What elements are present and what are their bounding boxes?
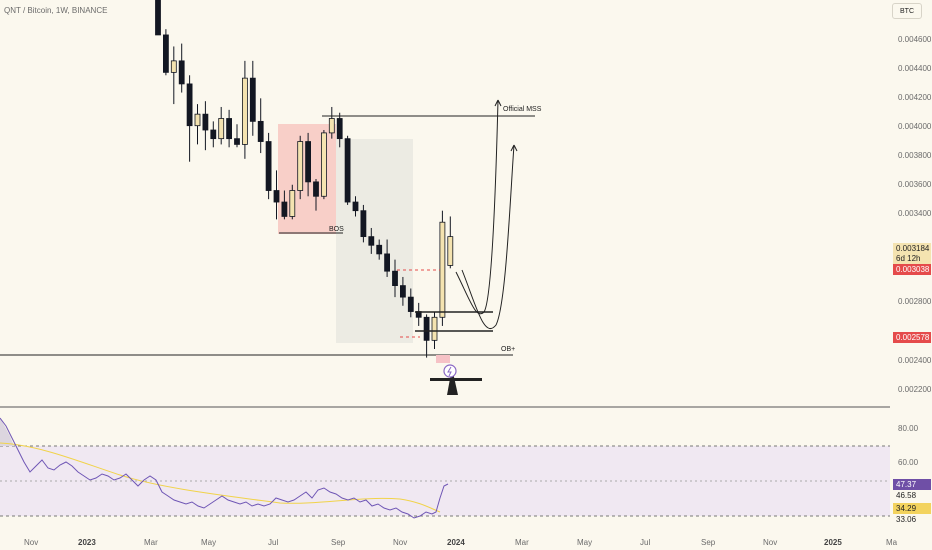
candle-bear (344, 138, 351, 203)
time-label: Mar (515, 538, 529, 547)
rsi-ma-line (0, 442, 441, 513)
time-label: Sep (701, 538, 716, 547)
rsi-tick-60: 60.00 (898, 458, 919, 467)
price-tick: 0.004400 (898, 64, 932, 73)
time-label: May (201, 538, 216, 547)
price-tick: 0.003800 (898, 151, 932, 160)
time-label: May (577, 538, 592, 547)
event-marker-base (430, 378, 482, 381)
candle-bear (407, 296, 414, 312)
candle-bear (360, 210, 367, 238)
rsi-tick-80: 80.00 (898, 424, 919, 433)
candle-bear (265, 141, 272, 191)
bos-label: BOS (329, 226, 344, 233)
time-label: Jul (640, 538, 650, 547)
price-tick: 0.004000 (898, 122, 932, 131)
time-label: 2024 (447, 538, 465, 547)
rsi-fourth-value: 33.06 (896, 515, 917, 524)
candle-bull (320, 132, 327, 197)
candle-bear (178, 60, 185, 85)
projection-curve-2 (461, 144, 515, 329)
candle-bull (170, 60, 177, 73)
rsi-line (0, 417, 449, 519)
time-label: Nov (393, 538, 407, 547)
lightning-glyph (447, 366, 452, 377)
time-label: 2023 (78, 538, 96, 547)
price-tick: 0.002200 (898, 385, 932, 394)
candle-bull (439, 221, 446, 318)
time-label: Nov (24, 538, 38, 547)
currency-button[interactable]: BTC (892, 3, 922, 19)
price-tick: 0.002400 (898, 356, 932, 365)
candle-bull (218, 118, 225, 140)
countdown-tag: 6d 12h (893, 253, 931, 264)
candle-bull (447, 236, 454, 266)
time-label: Jul (268, 538, 278, 547)
mss-label: Official MSS (503, 106, 542, 113)
lightning-icon[interactable] (443, 364, 457, 378)
candle-bull (297, 141, 304, 191)
candle-bear (392, 270, 398, 286)
current-price-tag: 0.003184 (893, 243, 931, 254)
candle-bear (202, 113, 209, 131)
candle-bear (257, 120, 264, 142)
price-tick: 0.003400 (898, 209, 932, 218)
candle-bear (249, 77, 256, 122)
rsi-value-tag: 47.37 (893, 479, 931, 490)
candle-bear (336, 118, 343, 140)
candle-bear (313, 181, 319, 197)
candle-bull (241, 77, 248, 145)
candle-bear (368, 236, 375, 246)
candle-bear (384, 253, 391, 272)
rsi-fill-left (0, 418, 14, 446)
price-tick: 0.004600 (898, 35, 932, 44)
time-label: 2025 (824, 538, 842, 547)
candle-bull (194, 113, 201, 127)
candle-bear (352, 201, 359, 212)
candle-bear (162, 34, 169, 73)
symbol-header: QNT / Bitcoin, 1W, BINANCE (4, 6, 108, 15)
arrow-head-1 (494, 99, 502, 107)
rsi-ma-tag: 34.29 (893, 503, 931, 514)
candle-bear (376, 244, 383, 255)
ob-level-tag: 0.002578 (893, 332, 931, 343)
candle-bear (186, 83, 193, 127)
price-axis: 0.004600 0.004400 0.004200 0.004000 0.00… (898, 35, 932, 394)
candle-bull (289, 190, 296, 217)
time-label: Mar (144, 538, 158, 547)
candle-bear (226, 118, 233, 140)
candle-bear (273, 190, 280, 203)
ob-label: OB+ (501, 346, 515, 353)
arrow-head-2 (510, 144, 518, 152)
price-tick: 0.003600 (898, 180, 932, 189)
candle-bear (305, 141, 312, 183)
time-axis: Nov 2023 Mar May Jul Sep Nov 2024 Mar Ma… (24, 538, 898, 547)
candle-bear (399, 285, 406, 298)
candle-bear (423, 316, 430, 341)
rsi-secondary-value: 46.58 (896, 491, 917, 500)
time-label: Sep (331, 538, 346, 547)
candle-bear (234, 138, 240, 145)
candle-bear (155, 0, 161, 36)
candle-bull (431, 316, 438, 341)
red-level-tag: 0.003038 (893, 264, 931, 275)
event-marker-stem (447, 368, 458, 395)
time-label: Nov (763, 538, 777, 547)
price-tick: 0.002800 (898, 297, 932, 306)
candle-bull (328, 118, 335, 134)
candle-bear (281, 201, 288, 217)
projection-curve-1 (455, 99, 499, 315)
candle-bear (210, 129, 217, 140)
time-label: Ma (886, 538, 898, 547)
price-tick: 0.004200 (898, 93, 932, 102)
ob-marker (436, 355, 450, 363)
